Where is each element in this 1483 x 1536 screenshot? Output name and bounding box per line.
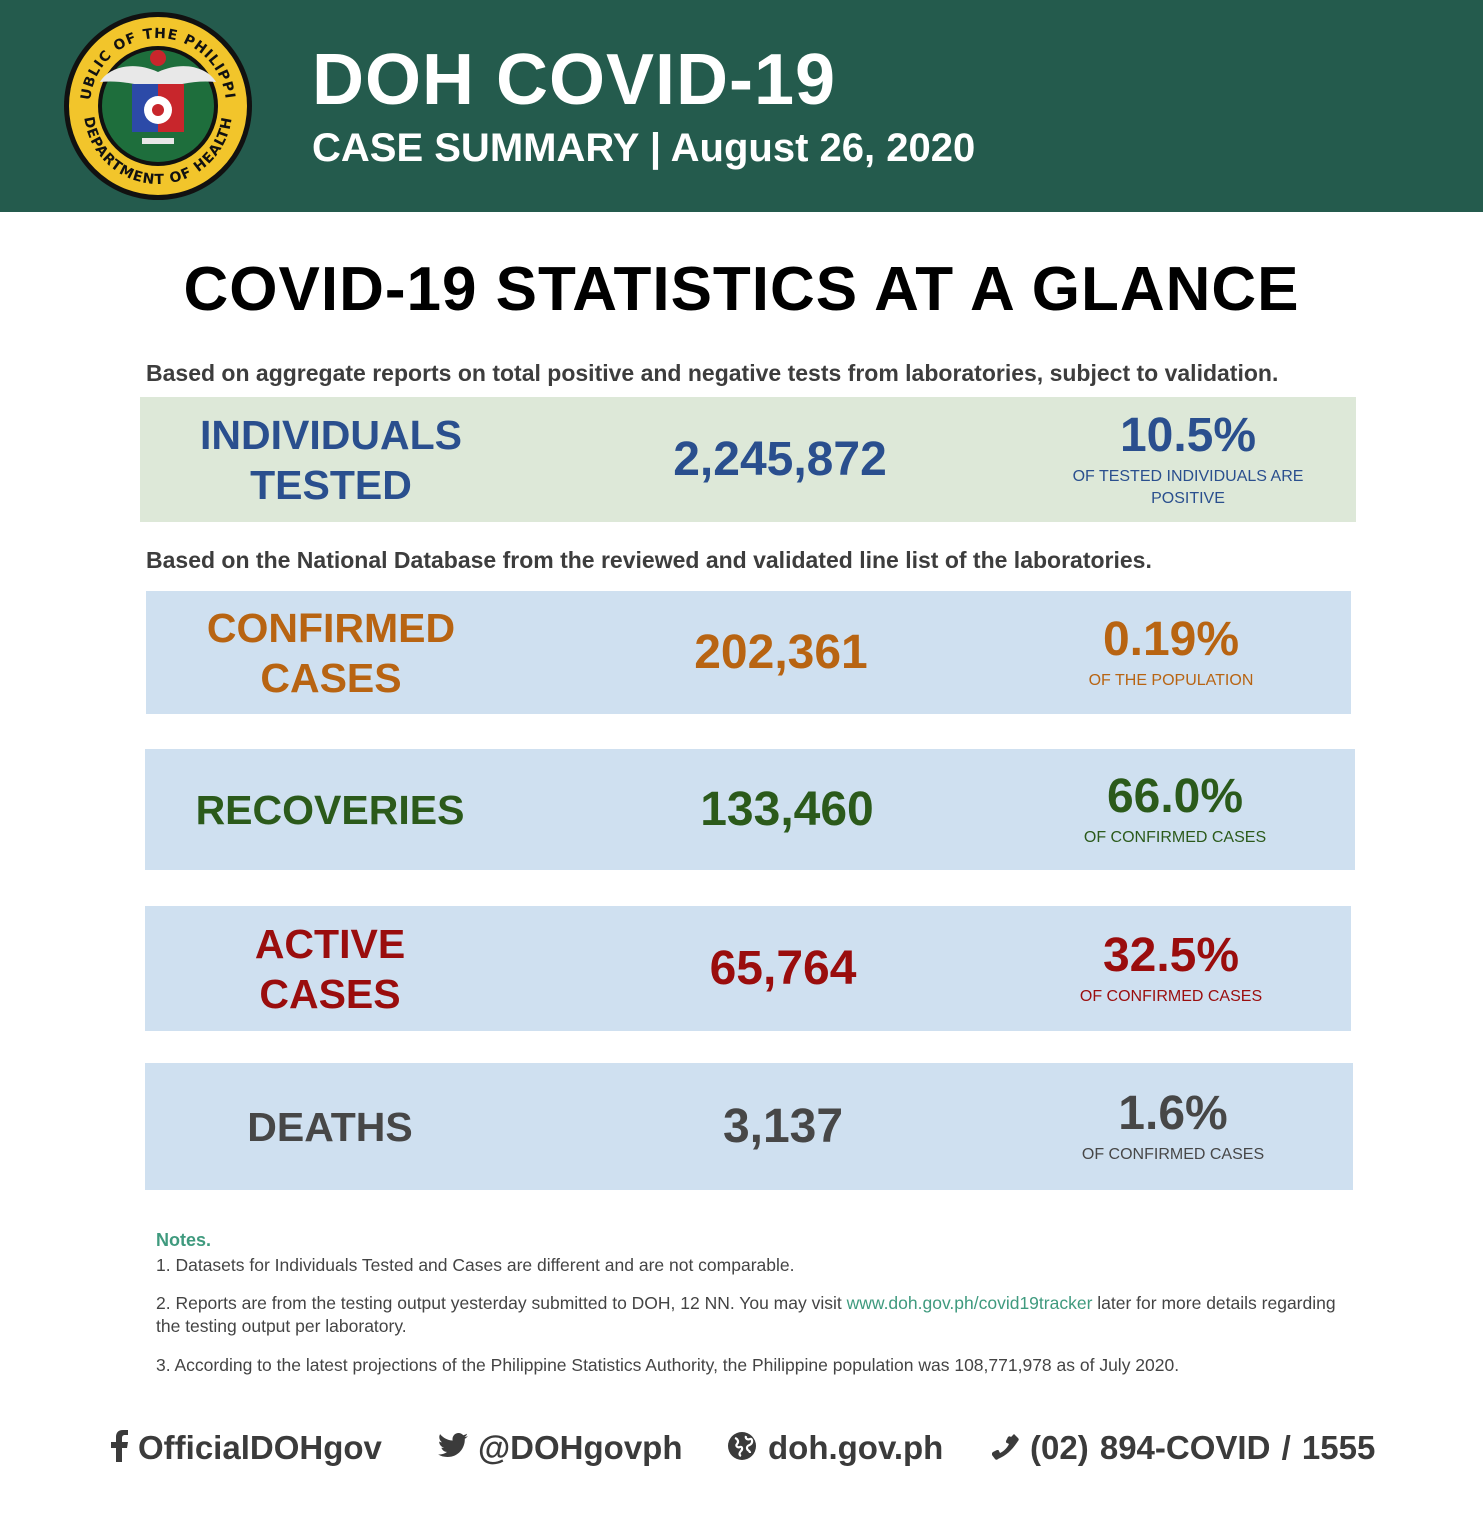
aggregate-basis-text: Based on aggregate reports on total posi… (146, 360, 1279, 386)
stat-card-individuals-tested: INDIVIDUALS TESTED 2,245,872 10.5% OF TES… (140, 397, 1356, 522)
stat-percent-block: 0.19% OF THE POPULATION (1021, 591, 1321, 714)
header-banner: REPUBLIC OF THE PHILIPPINES DEPARTMENT O… (0, 0, 1483, 212)
stat-percent: 10.5% (1119, 408, 1257, 462)
note-1: 1. Datasets for Individuals Tested and C… (156, 1255, 795, 1275)
stat-percent-note: OF CONFIRMED CASES (1081, 1145, 1265, 1163)
stat-percent-note: OF THE POPULATION (1088, 671, 1254, 689)
stat-percent: 0.19% (1102, 612, 1240, 666)
footer-website[interactable]: doh.gov.ph (726, 1418, 943, 1478)
stat-value: 2,245,872 (673, 433, 887, 486)
stat-card-active-cases: ACTIVE CASES 65,764 32.5% OF CONFIRMED CA… (145, 906, 1351, 1031)
stat-percent: 1.6% (1118, 1086, 1228, 1140)
covid19tracker-link[interactable]: www.doh.gov.ph/covid19tracker (846, 1293, 1093, 1313)
note-3: 3. According to the latest projections o… (156, 1355, 1180, 1375)
stat-value: 133,460 (700, 783, 874, 836)
stat-value: 3,137 (722, 1100, 844, 1153)
twitter-icon (438, 1432, 468, 1464)
doh-seal-logo: REPUBLIC OF THE PHILIPPINES DEPARTMENT O… (56, 0, 254, 202)
stat-label: ACTIVE CASES (254, 920, 406, 1017)
footer-phone[interactable]: (02) 894-COVID / 1555 (991, 1418, 1375, 1478)
footer-twitter[interactable]: @DOHgovph (438, 1418, 683, 1478)
header-title: DOH COVID-19 (312, 40, 837, 120)
stat-label: RECOVERIES (195, 786, 465, 833)
stat-card-recoveries: RECOVERIES 133,460 66.0% OF CONFIRMED CA… (145, 749, 1355, 870)
national-basis-text: Based on the National Database from the … (146, 547, 1152, 573)
stat-label: DEATHS (247, 1103, 413, 1150)
globe-icon (726, 1430, 758, 1467)
stat-percent-block: 1.6% OF CONFIRMED CASES (1023, 1063, 1323, 1190)
notes-title: Notes. (156, 1230, 212, 1250)
stat-value: 65,764 (709, 942, 857, 995)
stat-label: CONFIRMED CASES (206, 604, 456, 701)
note-2: 2. Reports are from the testing output y… (156, 1293, 1336, 1336)
header-subtitle: CASE SUMMARY | August 26, 2020 (312, 126, 976, 170)
stat-label: INDIVIDUALS TESTED (200, 411, 462, 508)
footer-contacts: OfficialDOHgov @DOHgovph doh.gov.ph (02)… (0, 1418, 1483, 1478)
stat-card-deaths: DEATHS 3,137 1.6% OF CONFIRMED CASES (145, 1063, 1353, 1190)
facebook-icon (110, 1429, 128, 1467)
stat-percent-block: 10.5% OF TESTED INDIVIDUALS ARE POSITIVE (1028, 397, 1348, 522)
stat-card-confirmed-cases: CONFIRMED CASES 202,361 0.19% OF THE POPU… (146, 591, 1351, 714)
stat-percent-note: OF TESTED INDIVIDUALS ARE POSITIVE (1072, 467, 1304, 507)
stat-percent-note: OF CONFIRMED CASES (1083, 828, 1267, 846)
stat-percent: 32.5% (1102, 928, 1240, 982)
stat-percent-note: OF CONFIRMED CASES (1079, 987, 1263, 1005)
footer-facebook[interactable]: OfficialDOHgov (110, 1418, 382, 1478)
stat-percent: 66.0% (1106, 769, 1244, 823)
stat-percent-block: 66.0% OF CONFIRMED CASES (1025, 749, 1325, 870)
phone-icon (991, 1432, 1020, 1465)
stat-percent-block: 32.5% OF CONFIRMED CASES (1021, 906, 1321, 1031)
stat-value: 202,361 (694, 626, 868, 679)
page-title: COVID-19 STATISTICS AT A GLANCE (183, 255, 1300, 324)
